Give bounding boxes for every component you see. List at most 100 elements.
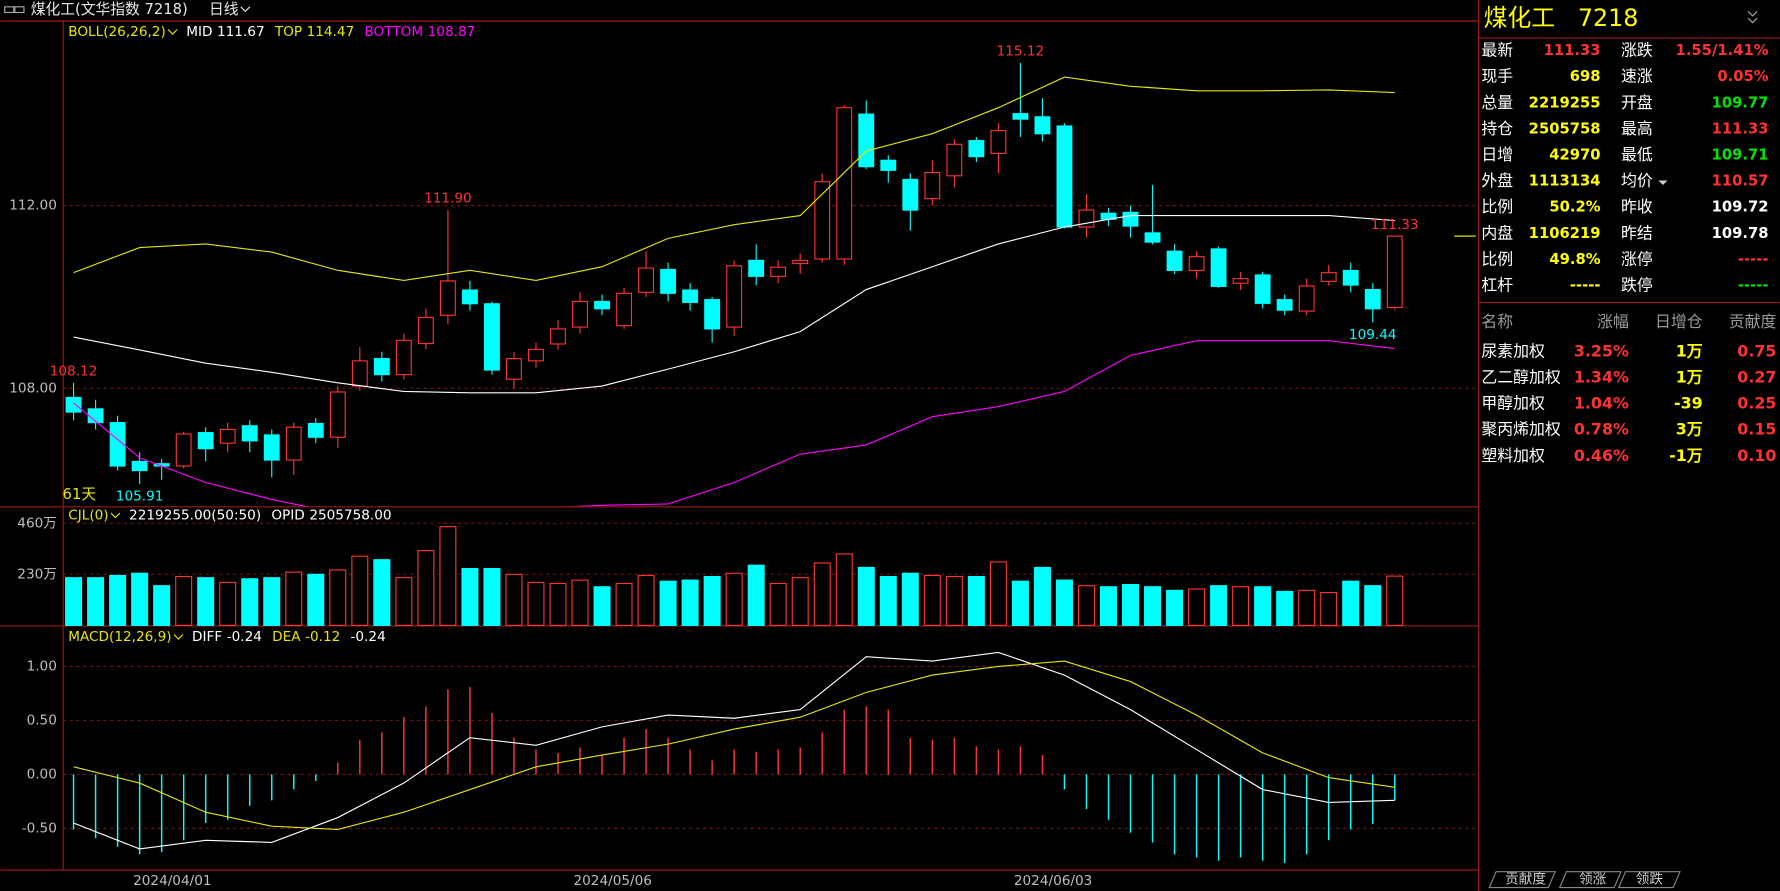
quote-value: 2505758 [1529,120,1601,137]
period-selector[interactable]: 日线 [209,1,239,18]
table-cell: 0.25 [1737,394,1776,413]
volume-bar [1276,590,1294,626]
low-label: 109.44 [1349,327,1397,343]
volume-bar [747,564,765,626]
quote-value: 110.57 [1712,173,1769,190]
candle-body [946,143,963,177]
volume-bar [879,576,897,626]
candle-body [506,358,522,380]
table-cell: 0.10 [1737,446,1776,465]
table-cell: 聚丙烯加权 [1481,420,1561,439]
volume-bar [1077,585,1095,626]
quote-value: 109.71 [1712,146,1769,163]
high-label: 108.12 [50,363,98,379]
volume-bar [395,577,413,626]
candle-body [263,434,280,461]
volume-bar [769,582,787,626]
title-bar: 煤化工(文华指数 7218) 日线 [4,1,251,18]
tab[interactable]: 贡献度 [1505,872,1546,888]
candle-body [1210,248,1227,287]
low-label: 105.91 [116,488,164,504]
table-cell: 3.25% [1574,341,1629,360]
candle-body [660,268,677,294]
dropdown-arrow [173,634,184,640]
quote-value: 2219255 [1529,94,1601,111]
candle-body [1144,232,1161,243]
macd-plot [72,651,1396,863]
table-cell: 1.04% [1574,394,1629,413]
indicator-name[interactable]: BOLL(26,26,2) [68,24,166,40]
candle-body [197,432,214,450]
volume-bar [175,576,193,626]
volume-bar [681,579,699,626]
candle-body [990,129,1007,154]
table-cell: -39 [1674,394,1703,413]
volume-bar [1342,580,1360,626]
table-cell: 3万 [1676,420,1703,439]
volume-bar [373,559,391,626]
volume-bar [835,553,853,626]
volume-bar [1386,575,1404,626]
quote-value: 49.8% [1549,251,1600,268]
candle-body [131,460,148,472]
table-cell: 1万 [1676,341,1703,360]
volume-bar [1011,580,1029,626]
tab-border [1488,871,1681,889]
volume-bar [351,555,369,626]
volume-bar [439,526,457,626]
volume-bar [901,572,919,626]
column-header: 名称 [1481,312,1513,331]
quote-label: 日增 [1481,145,1513,164]
table-cell: 0.15 [1737,420,1776,439]
volume-bar [967,576,985,626]
volume-bar [1254,586,1272,626]
column-header: 贡献度 [1729,312,1777,331]
volume-bar [571,579,589,626]
volume-bar [131,572,149,626]
quote-label: 比例 [1481,197,1513,216]
quote-value: 109.78 [1712,225,1769,242]
indicator-name[interactable]: CJL(0) [68,507,108,523]
candle-body [572,300,588,328]
volume-bar [1144,586,1162,626]
dropdown-arrow[interactable] [1658,180,1668,186]
volume-bar [241,578,259,626]
candle-body [1254,274,1271,304]
high-label: 115.12 [997,44,1045,60]
volume-bar [637,574,655,626]
quote-label: 跌停 [1621,276,1653,295]
candle-body [373,358,390,376]
quote-label: 持仓 [1481,119,1513,138]
volume-bar [1033,566,1051,626]
candle-body [285,426,302,461]
tab[interactable]: 领涨 [1579,872,1607,888]
volume-bar [65,577,83,626]
legend-text: BOTTOM [364,24,423,40]
collapse-icon[interactable] [1747,10,1758,24]
indicator-name[interactable]: MACD(12,26,9) [68,629,171,645]
table-cell: 0.78% [1574,420,1629,439]
legend-text: TOP [274,24,302,40]
indicator-line [73,214,1395,394]
indicator-line [73,651,1395,850]
dropdown-arrow[interactable] [240,6,251,13]
legend-text: -0.24 [227,629,262,645]
quote-value: 0.05% [1717,68,1768,85]
volume-plot [65,526,1404,626]
candle-body [924,172,941,200]
tab[interactable]: 领跌 [1636,872,1664,888]
quote-value: ----- [1738,277,1769,294]
volume-bar [263,577,281,626]
quote-label: 外盘 [1481,171,1513,190]
volume-bar [791,577,809,626]
legend-text: DIFF [192,629,222,645]
candle-body [109,422,126,467]
indicator-line [73,660,1395,831]
volume-bar [527,581,545,626]
price-plot [65,62,1403,507]
x-tick-label: 2024/06/03 [1014,873,1092,889]
quote-value: 1106219 [1529,225,1601,242]
volume-bar [1055,579,1073,626]
legend-text: MID [186,24,212,40]
